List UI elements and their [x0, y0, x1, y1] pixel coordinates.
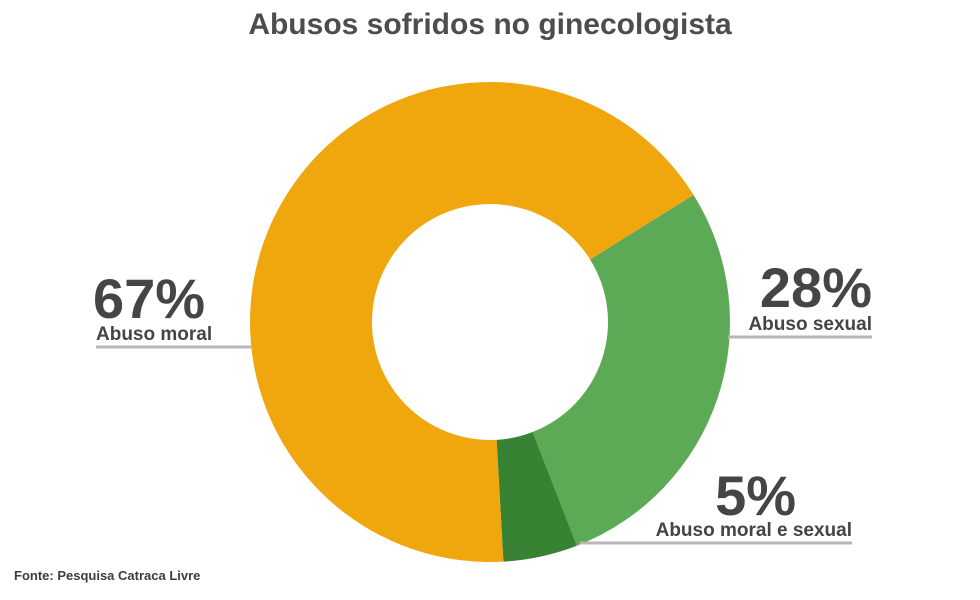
chart-title: Abusos sofridos no ginecologista — [248, 8, 732, 41]
data-label-abuso-moral-e-sexual-pct: 5% — [715, 464, 796, 527]
slice-abuso-sexual — [532, 194, 731, 546]
slice-abuso-moral — [250, 82, 694, 562]
slice-abuso-moral-e-sexual — [496, 432, 577, 562]
data-label-abuso-moral: Abuso moral — [96, 324, 212, 345]
data-label-abuso-sexual-pct: 28% — [760, 256, 872, 319]
source-note: Fonte: Pesquisa Catraca Livre — [14, 568, 201, 583]
data-label-abuso-moral-pct: 67% — [93, 267, 205, 330]
data-label-abuso-sexual: Abuso sexual — [748, 314, 872, 335]
data-label-abuso-moral-e-sexual: Abuso moral e sexual — [656, 520, 852, 541]
